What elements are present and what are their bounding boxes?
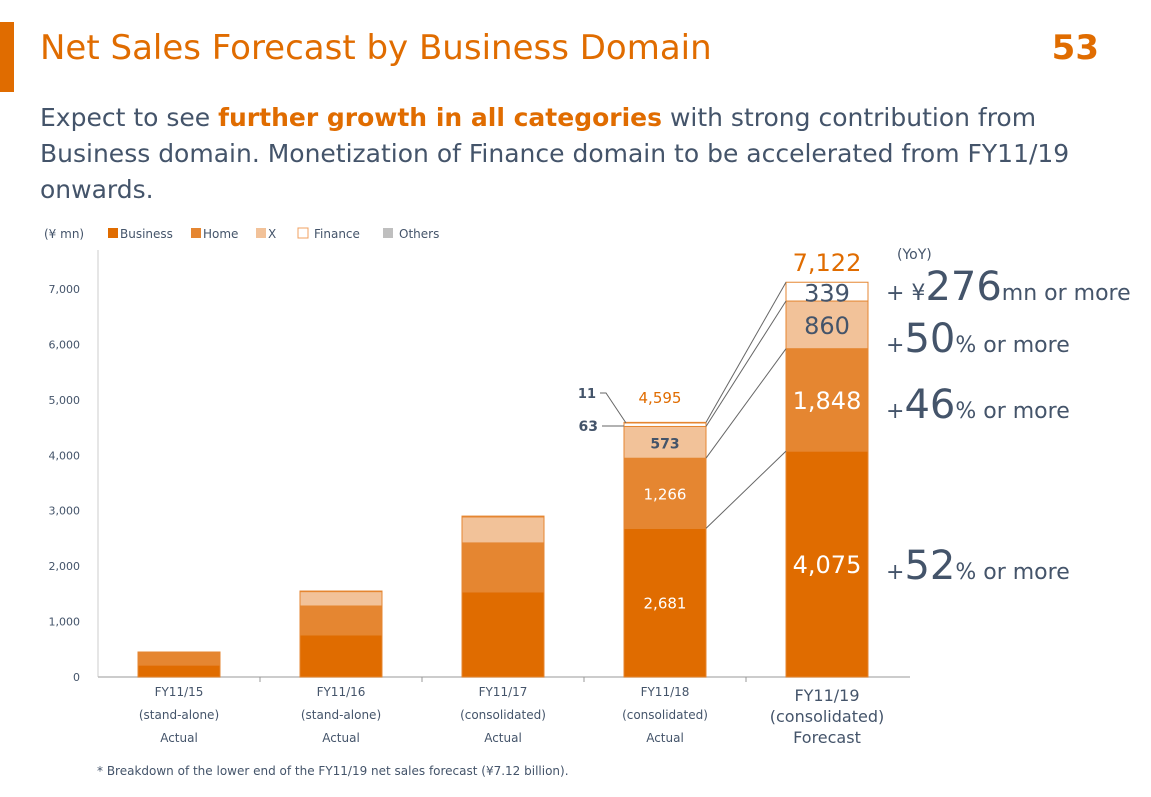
x-tick-label: FY11/18 (641, 685, 690, 699)
x-tick-label: FY11/15 (155, 685, 204, 699)
x-tick-label: Actual (322, 731, 360, 745)
bar-home (623, 457, 707, 529)
connector-line (705, 348, 787, 459)
bar-business (299, 634, 383, 678)
bar-business (137, 664, 221, 678)
bar-business (461, 591, 545, 678)
data-label: 1,266 (644, 485, 687, 503)
yoy-label: (YoY) (897, 247, 932, 263)
yoy-growth-text: + ¥276mn or more (886, 264, 1131, 310)
y-tick-label: 4,000 (49, 449, 81, 462)
total-label: 7,122 (793, 249, 862, 277)
data-label: 63 (579, 419, 598, 435)
data-label: 339 (804, 280, 850, 308)
bar-finance (623, 422, 707, 427)
x-tick-label: (consolidated) (460, 708, 546, 722)
bar-home (137, 651, 221, 666)
legend-swatch-home (191, 228, 201, 238)
y-tick-label: 3,000 (49, 505, 81, 518)
yoy-growth-text: +50% or more (886, 316, 1070, 362)
total-label: 4,595 (639, 389, 682, 407)
y-tick-label: 6,000 (49, 338, 81, 351)
x-tick-label: Forecast (793, 728, 861, 747)
bar-x (461, 516, 545, 544)
bar-finance (785, 281, 869, 302)
legend-label-home: Home (203, 227, 238, 241)
page-number: 53 (1051, 28, 1099, 68)
legend-label-business: Business (120, 227, 173, 241)
x-tick-label: FY11/17 (479, 685, 528, 699)
unit-label: (¥ mn) (44, 227, 84, 241)
bar-x (299, 591, 383, 607)
x-tick-label: Actual (646, 731, 684, 745)
bar-x (785, 300, 869, 350)
bar-x (623, 425, 707, 459)
data-label: 573 (650, 436, 679, 452)
yoy-growth-text: +52% or more (886, 543, 1070, 589)
page-title: Net Sales Forecast by Business Domain (40, 28, 712, 68)
bar-business (623, 527, 707, 678)
data-label: 4,075 (793, 551, 862, 579)
legend-label-x: X (268, 227, 276, 241)
x-tick-label: Actual (160, 731, 198, 745)
y-tick-label: 0 (73, 671, 80, 684)
legend-swatch-others (383, 228, 393, 238)
x-tick-label: FY11/16 (317, 685, 366, 699)
x-tick-label: (consolidated) (622, 708, 708, 722)
x-tick-label: (stand-alone) (139, 708, 219, 722)
bar-home (299, 605, 383, 636)
legend-swatch-x (256, 228, 266, 238)
x-tick-label: (consolidated) (770, 707, 884, 726)
bar-others (623, 421, 707, 424)
x-tick-label: Actual (484, 731, 522, 745)
connector-line (705, 450, 787, 529)
bar-finance (299, 590, 383, 593)
data-label: 2,681 (644, 595, 687, 613)
x-tick-label: (stand-alone) (301, 708, 381, 722)
bar-finance (461, 515, 545, 518)
connector-line (705, 281, 787, 423)
y-tick-label: 5,000 (49, 394, 81, 407)
subtitle: Expect to see further growth in all cate… (40, 103, 1070, 204)
yoy-growth-text: +46% or more (886, 382, 1070, 428)
bar-home (785, 348, 869, 452)
connector-line (705, 300, 787, 427)
x-tick-label: FY11/19 (794, 686, 859, 705)
y-tick-label: 7,000 (49, 283, 81, 296)
bar-home (461, 542, 545, 593)
legend-swatch-finance (297, 227, 309, 239)
footnote: * Breakdown of the lower end of the FY11… (97, 764, 569, 778)
data-label: 1,848 (793, 387, 862, 415)
bar-business (785, 450, 869, 678)
legend-label-others: Others (399, 227, 439, 241)
title-accent-bar (0, 22, 14, 92)
legend-swatch-business (108, 228, 118, 238)
y-tick-label: 2,000 (49, 560, 81, 573)
data-label: 860 (804, 312, 850, 340)
legend-label-finance: Finance (314, 227, 360, 241)
leader-line (600, 392, 627, 424)
data-label: 11 (578, 387, 596, 402)
y-tick-label: 1,000 (49, 616, 81, 629)
